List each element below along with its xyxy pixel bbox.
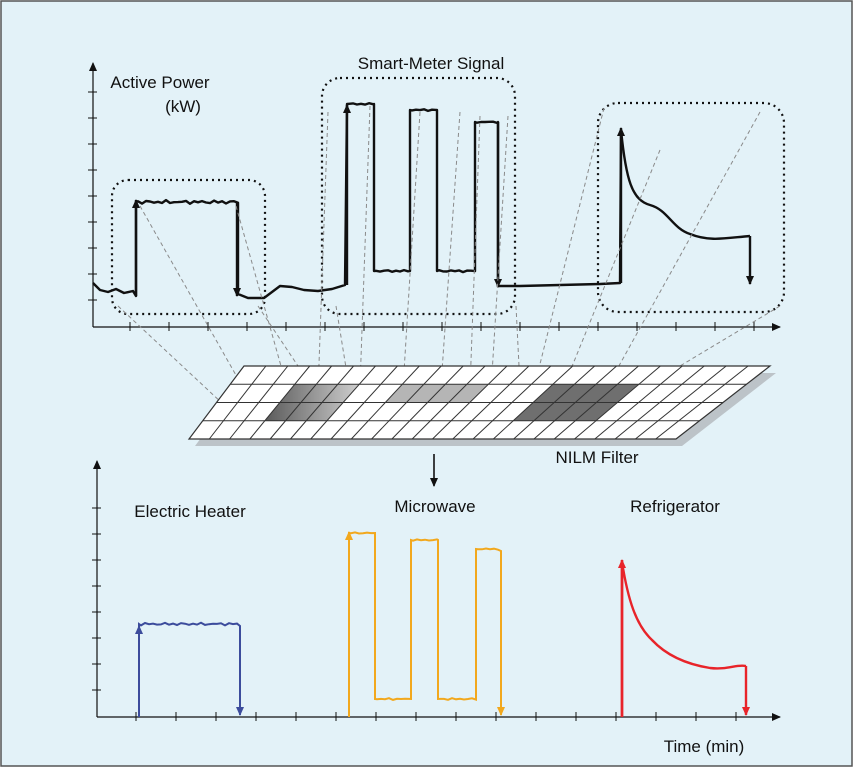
nilm-filter-grid: NILM Filter xyxy=(187,365,776,467)
active-power-label: Active Power xyxy=(110,73,210,92)
projection-line xyxy=(359,105,371,387)
projection-line xyxy=(599,111,761,401)
time-axis-label: Time (min) xyxy=(664,737,745,756)
projection-line xyxy=(317,111,329,393)
microwave-signature-box xyxy=(320,76,517,316)
projection-line xyxy=(439,111,461,401)
projection-line xyxy=(403,111,421,373)
projection-line xyxy=(469,115,481,389)
projection-line xyxy=(117,305,239,419)
aggregate-signal-trace xyxy=(92,102,751,300)
projection-line xyxy=(235,205,291,399)
refrigerator-label: Refrigerator xyxy=(630,497,720,516)
active-power-unit-label: (kW) xyxy=(165,97,201,116)
projection-line xyxy=(335,305,349,381)
aggregate-chart: Active Power (kW) Smart-Meter Signal xyxy=(88,54,786,331)
electric-heater-trace xyxy=(138,621,241,717)
microwave-label: Microwave xyxy=(394,497,475,516)
projection-line xyxy=(529,107,605,405)
microwave-trace xyxy=(348,531,502,717)
projection-line xyxy=(559,149,661,397)
aggregate-x-ticks xyxy=(129,322,755,331)
refrigerator-trace xyxy=(620,561,747,717)
smart-meter-signal-label: Smart-Meter Signal xyxy=(358,54,504,73)
nilm-filter-label: NILM Filter xyxy=(555,448,638,467)
heater-signature-box xyxy=(110,178,267,316)
refrigerator-signature-box xyxy=(596,101,786,314)
electric-heater-label: Electric Heater xyxy=(134,502,246,521)
filter-grid-lines xyxy=(202,365,749,440)
aggregate-y-ticks xyxy=(88,91,97,301)
disaggregated-y-ticks xyxy=(92,507,101,691)
disaggregated-chart: Electric Heater Microwave Refrigerator T… xyxy=(92,460,781,756)
disaggregated-x-ticks xyxy=(135,712,737,721)
